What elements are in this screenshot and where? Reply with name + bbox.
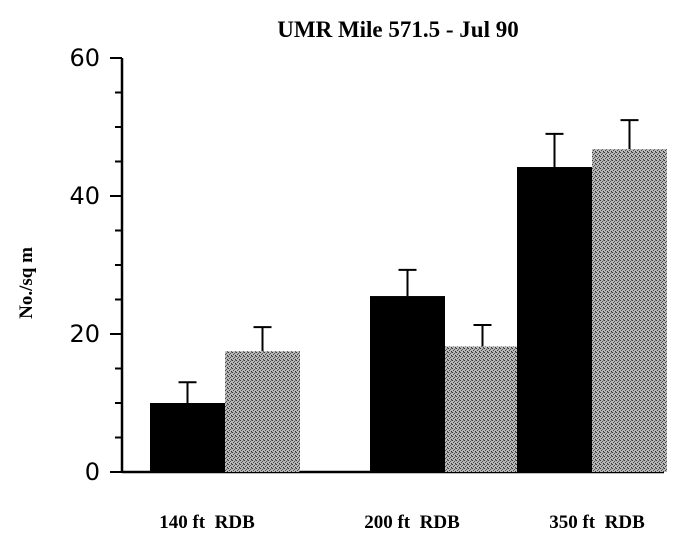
y-axis-label: No./sq m (16, 247, 37, 319)
bar (517, 167, 592, 472)
y-tick-label: 40 (69, 182, 100, 210)
y-tick-label: 20 (69, 320, 100, 348)
y-tick-label: 60 (69, 44, 100, 72)
bar (445, 346, 520, 472)
x-tick-label: 140 ft RDB (159, 512, 255, 533)
chart-title: UMR Mile 571.5 - Jul 90 (277, 17, 518, 42)
bars (150, 119, 667, 472)
x-tick-label: 200 ft RDB (364, 512, 460, 533)
bar (225, 351, 300, 472)
bar (150, 403, 225, 472)
x-tick-labels: 140 ft RDB 200 ft RDB 350 ft RDB (159, 512, 645, 533)
y-tick-label: 0 (85, 458, 100, 486)
bar (592, 149, 667, 472)
x-tick-label: 350 ft RDB (549, 512, 645, 533)
bar (370, 296, 445, 472)
